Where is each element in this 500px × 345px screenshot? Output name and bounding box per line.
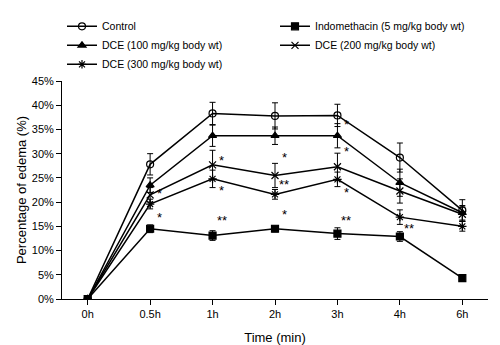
svg-text:0h: 0h <box>82 308 94 320</box>
svg-text:25%: 25% <box>32 172 54 184</box>
svg-text:Percentage of edema (%): Percentage of edema (%) <box>14 116 29 264</box>
svg-text:0.5h: 0.5h <box>139 308 160 320</box>
svg-text:5%: 5% <box>38 269 54 281</box>
svg-text:*: * <box>282 150 287 165</box>
svg-text:4h: 4h <box>394 308 406 320</box>
svg-text:Control: Control <box>102 20 136 32</box>
svg-text:Time (min): Time (min) <box>244 330 306 345</box>
svg-text:**: ** <box>341 213 351 228</box>
svg-text:*: * <box>282 207 287 222</box>
svg-text:Indomethacin (5 mg/kg body wt): Indomethacin (5 mg/kg body wt) <box>315 20 464 32</box>
svg-text:*: * <box>344 144 349 159</box>
svg-text:1h: 1h <box>206 308 218 320</box>
svg-text:**: ** <box>279 177 289 192</box>
svg-text:*: * <box>219 183 224 198</box>
svg-text:10%: 10% <box>32 244 54 256</box>
svg-text:6h: 6h <box>456 308 468 320</box>
svg-text:15%: 15% <box>32 220 54 232</box>
svg-text:*: * <box>219 153 224 168</box>
svg-text:*: * <box>344 185 349 200</box>
svg-text:*: * <box>344 117 349 132</box>
svg-text:30%: 30% <box>32 148 54 160</box>
svg-text:35%: 35% <box>32 123 54 135</box>
svg-text:**: ** <box>217 213 227 228</box>
svg-text:3h: 3h <box>331 308 343 320</box>
svg-text:DCE (300 mg/kg body wt): DCE (300 mg/kg body wt) <box>102 58 222 70</box>
svg-text:40%: 40% <box>32 99 54 111</box>
svg-text:0%: 0% <box>38 293 54 305</box>
svg-text:2h: 2h <box>269 308 281 320</box>
svg-text:45%: 45% <box>32 75 54 87</box>
svg-text:*: * <box>157 186 162 201</box>
svg-text:**: ** <box>404 221 414 236</box>
svg-text:DCE (100 mg/kg body wt): DCE (100 mg/kg body wt) <box>102 39 222 51</box>
svg-text:20%: 20% <box>32 196 54 208</box>
svg-text:DCE (200 mg/kg body wt): DCE (200 mg/kg body wt) <box>315 39 435 51</box>
svg-text:*: * <box>157 210 162 225</box>
